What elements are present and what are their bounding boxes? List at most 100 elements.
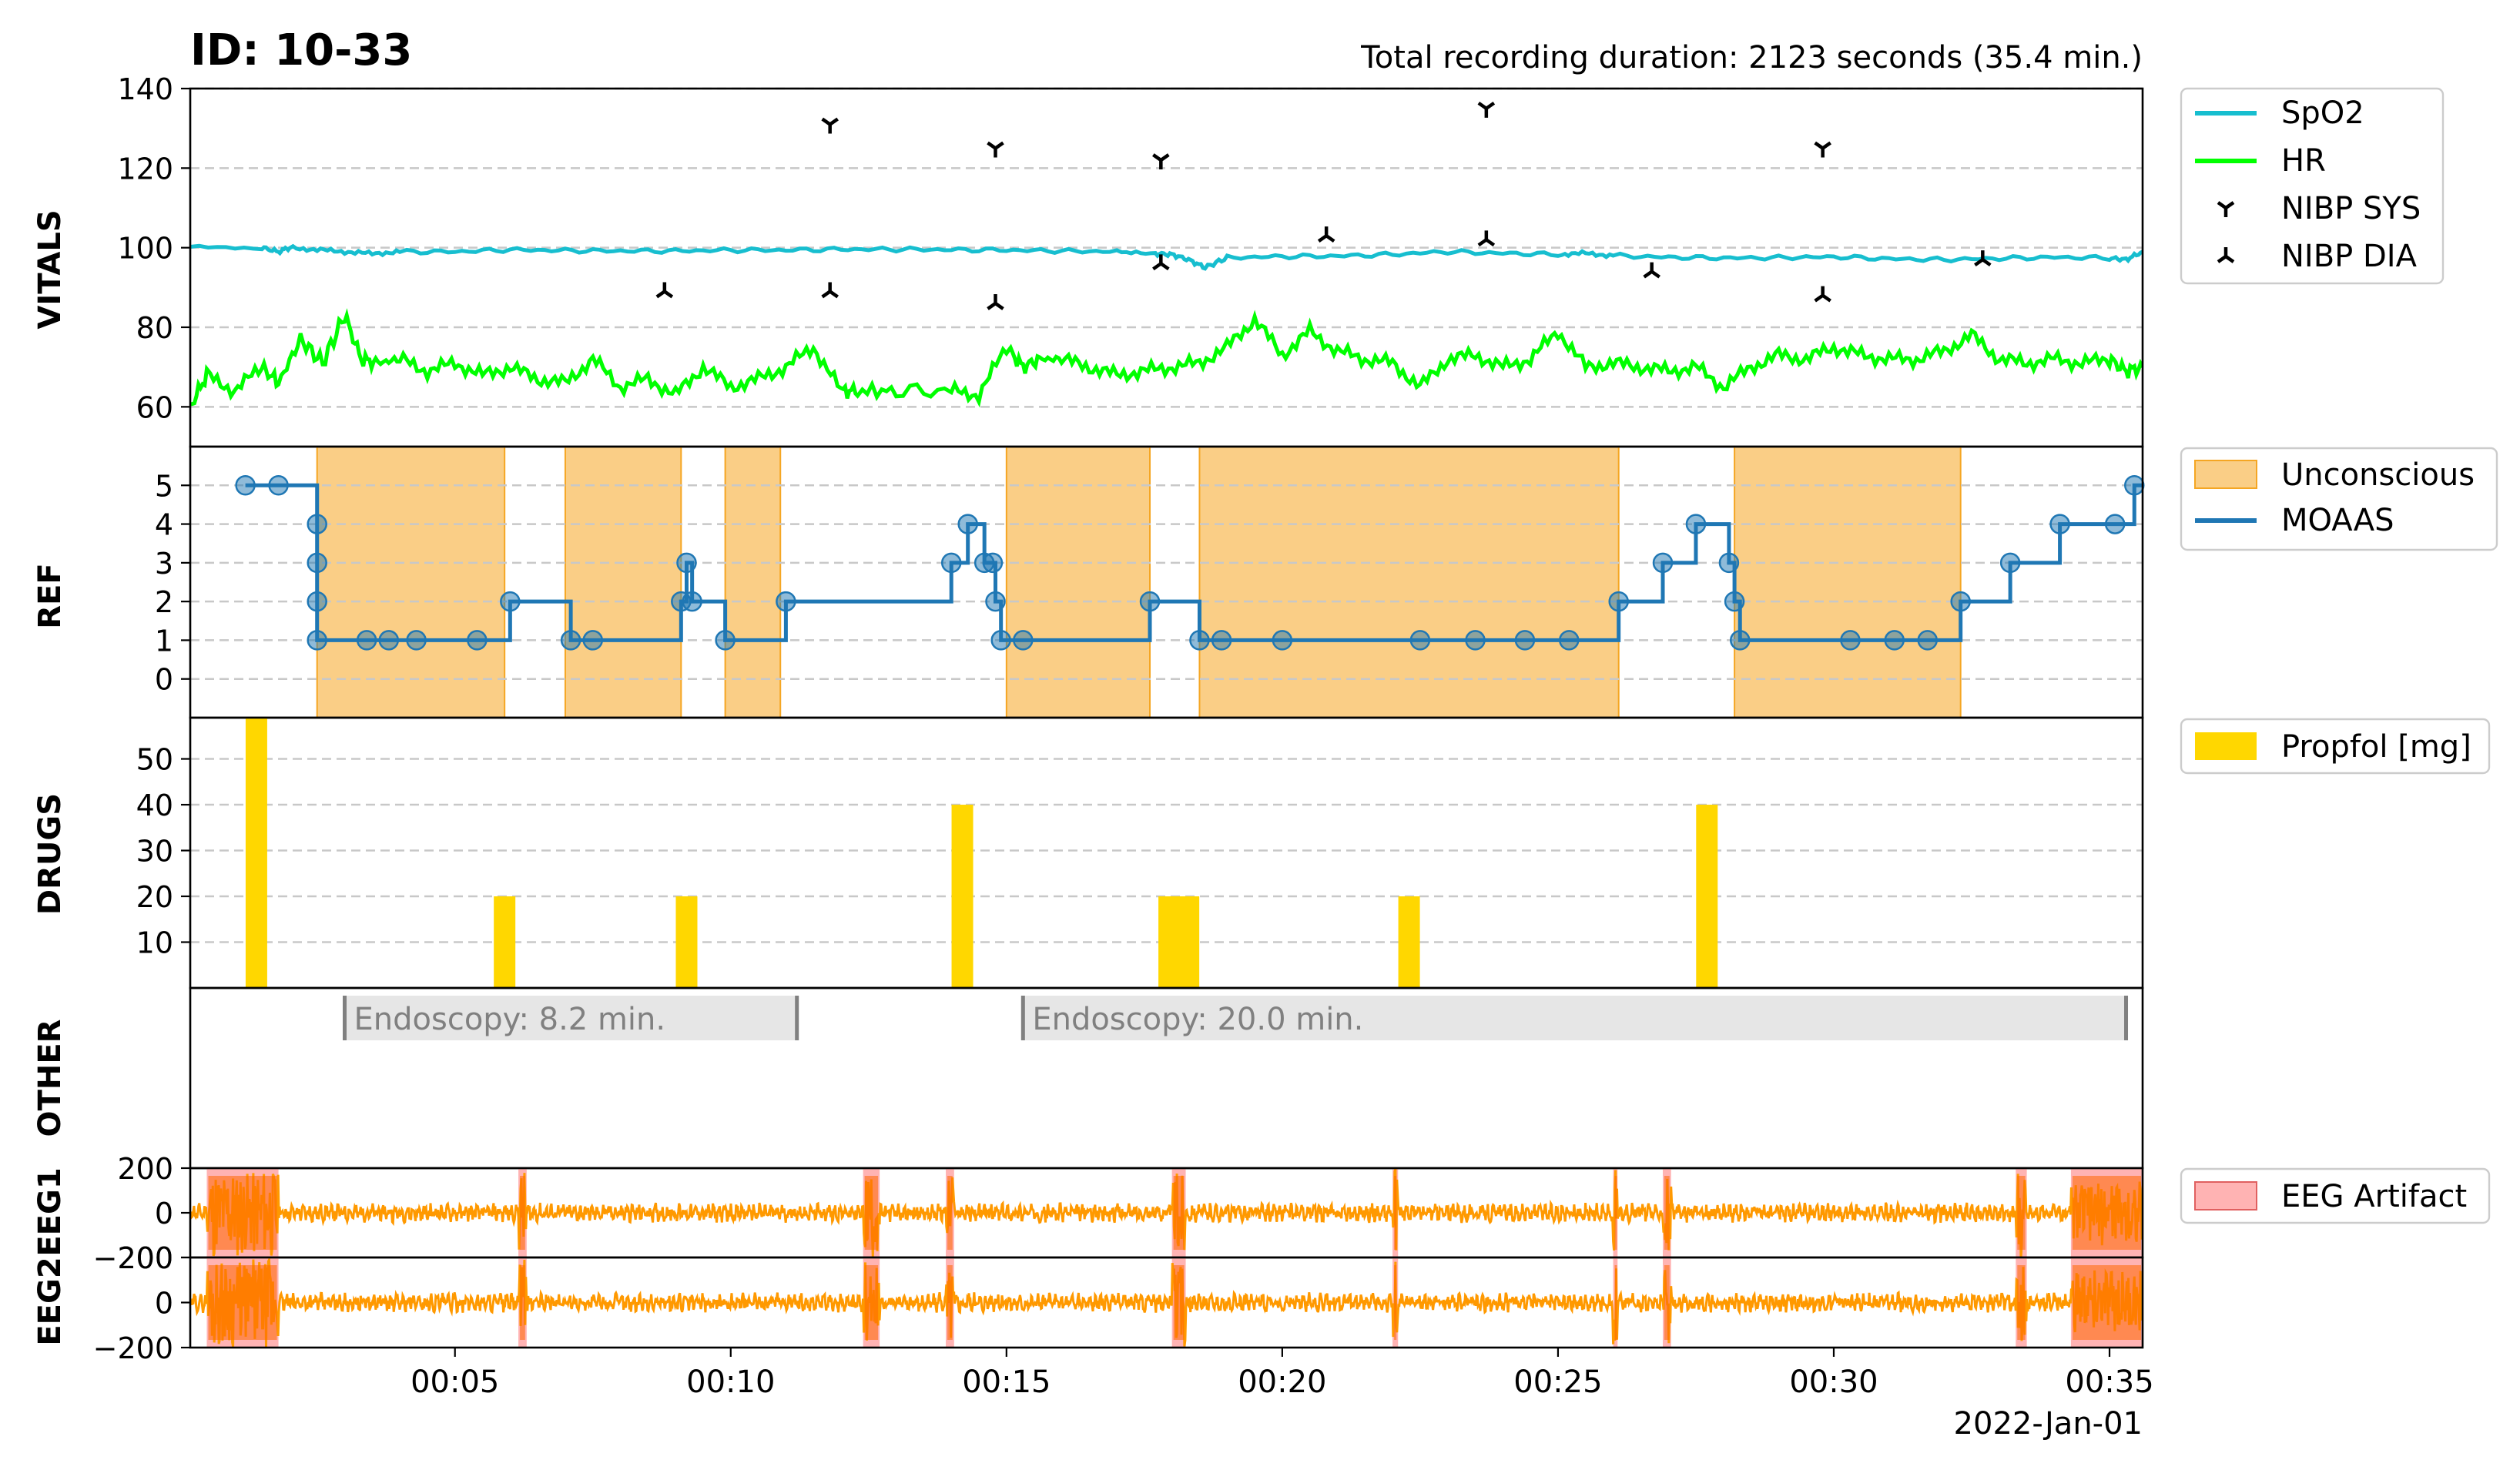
propofol-bar xyxy=(1158,896,1181,988)
spo2-line xyxy=(190,243,2143,271)
moaas-point xyxy=(378,630,400,651)
moaas-point xyxy=(957,514,978,534)
y-tick-label: 4 xyxy=(155,508,173,542)
moaas-point xyxy=(307,552,327,574)
legend-label-propofol: Propfol [mg] xyxy=(2281,729,2471,765)
eeg-artifact-burst xyxy=(208,1176,277,1250)
moaas-point xyxy=(1559,630,1580,651)
moaas-point xyxy=(985,591,1006,612)
moaas-point xyxy=(682,591,702,612)
x-tick-label: 00:20 xyxy=(1238,1365,1326,1400)
y-tick-label: 0 xyxy=(155,1287,173,1321)
moaas-point xyxy=(268,475,289,496)
drugs-legend xyxy=(2180,718,2491,775)
moaas-point xyxy=(1189,630,1210,651)
eeg-artifact-burst xyxy=(1664,1265,1670,1340)
moaas-point xyxy=(467,630,488,651)
legend-swatch-nibp-sys xyxy=(2217,201,2235,217)
unconscious-region xyxy=(564,446,682,718)
moaas-point xyxy=(776,591,796,612)
propofol-bar xyxy=(245,718,267,988)
endoscopy-span xyxy=(344,996,797,1040)
legend-swatch-unconscious xyxy=(2194,460,2257,489)
y-tick-label: 1 xyxy=(155,624,173,658)
moaas-point xyxy=(1729,630,1751,651)
unconscious-region xyxy=(1005,446,1151,718)
moaas-point xyxy=(676,552,697,574)
recording-duration: Total recording duration: 2123 seconds (… xyxy=(1360,40,2143,75)
unconscious-region xyxy=(1734,446,1962,718)
x-tick-label: 00:05 xyxy=(411,1365,499,1400)
legend-label-nibp-sys: NIBP SYS xyxy=(2281,191,2421,226)
moaas-point xyxy=(1917,630,1938,651)
moaas-point xyxy=(307,630,327,651)
y-tick-label: 20 xyxy=(136,880,173,914)
moaas-point xyxy=(356,630,377,651)
eeg-artifact-burst xyxy=(2072,1265,2141,1340)
moaas-point xyxy=(1950,591,1971,612)
eeg2-panel: −200 0 200 xyxy=(93,1241,2144,1365)
y-tick-label: 2 xyxy=(155,585,173,619)
y-tick-label: 0 xyxy=(155,663,173,697)
eeg-artifact-burst xyxy=(947,1176,953,1250)
legends: SpO2 HR NIBP SYS NIBP DIA Unconscious MOAAS Pr… xyxy=(2180,87,2498,1224)
eeg-artifact-burst xyxy=(947,1265,953,1340)
x-axis: 00:05 00:10 00:15 00:20 00:25 00:30 00:35 xyxy=(411,1348,2154,1400)
eeg-artifact-burst xyxy=(864,1265,879,1340)
moaas-point xyxy=(1211,630,1232,651)
moaas-point xyxy=(560,630,581,651)
eeg-artifact-burst xyxy=(520,1176,525,1250)
propofol-bar xyxy=(1696,805,1718,988)
legend-label-hr: HR xyxy=(2281,143,2326,179)
ref-panel: 0 1 2 3 4 5 xyxy=(155,445,2145,719)
endoscopy-label: Endoscopy: 20.0 min. xyxy=(1032,1002,1363,1037)
nibp-sys-marker xyxy=(987,141,1004,158)
eeg-artifact-burst xyxy=(1173,1265,1185,1340)
panel-frame xyxy=(189,1256,2144,1349)
moaas-point xyxy=(307,591,327,612)
x-tick-label: 00:25 xyxy=(1513,1365,1602,1400)
nibp-dia-marker xyxy=(1317,226,1335,243)
unconscious-region xyxy=(316,446,506,718)
moaas-point xyxy=(1465,630,1486,651)
y-tick-label: 3 xyxy=(155,547,173,581)
nibp-dia-marker xyxy=(655,282,674,299)
eeg-trace xyxy=(190,1257,2143,1348)
eeg-artifact-burst xyxy=(2017,1265,2026,1340)
moaas-point xyxy=(1884,630,1905,651)
unconscious-region xyxy=(724,446,782,718)
panel-label-drugs: DRUGS xyxy=(32,793,68,915)
y-tick-label: −200 xyxy=(93,1241,173,1275)
legend-swatch-nibp-dia xyxy=(2217,247,2235,263)
moaas-point xyxy=(2124,475,2145,496)
y-tick-label: 50 xyxy=(136,743,173,777)
eeg-artifact-burst xyxy=(1614,1176,1617,1250)
y-tick-label: 60 xyxy=(136,390,173,424)
moaas-point xyxy=(1685,514,1707,534)
moaas-point xyxy=(1718,552,1740,574)
propofol-bar xyxy=(1398,896,1420,988)
nibp-dia-marker xyxy=(1974,250,1992,267)
moaas-point xyxy=(582,630,604,651)
eeg-artifact-burst xyxy=(520,1265,525,1340)
moaas-point xyxy=(1139,591,1161,612)
propofol-bar xyxy=(1178,896,1200,988)
legend-swatch-eeg-artifact xyxy=(2194,1181,2257,1210)
moaas-point xyxy=(1840,630,1861,651)
vitals-legend xyxy=(2180,87,2445,285)
chart-title: ID: 10-33 xyxy=(190,25,412,75)
y-tick-label: −200 xyxy=(93,1331,173,1365)
legend-label-eeg-artifact: EEG Artifact xyxy=(2281,1179,2467,1214)
x-tick-label: 00:10 xyxy=(686,1365,775,1400)
propofol-bar xyxy=(675,896,698,988)
moaas-point xyxy=(1013,630,1034,651)
y-tick-label: 80 xyxy=(136,311,173,345)
moaas-point xyxy=(1272,630,1293,651)
moaas-point xyxy=(235,475,256,496)
y-tick-label: 120 xyxy=(117,152,173,186)
eeg-artifact-burst xyxy=(1173,1176,1185,1250)
moaas-point xyxy=(1724,591,1745,612)
panel-label-eeg1: EEG1 xyxy=(32,1167,68,1256)
eeg-artifact-burst xyxy=(1664,1176,1670,1250)
ref-legend xyxy=(2180,447,2498,551)
